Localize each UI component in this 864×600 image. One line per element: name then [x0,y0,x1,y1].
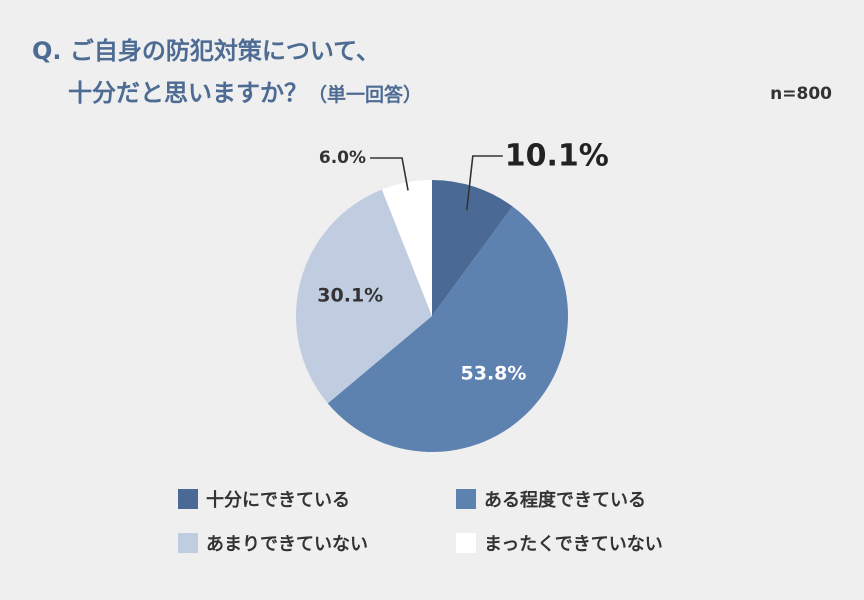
title-question: 十分だと思いますか？ [68,79,308,107]
legend-label-sufficient: 十分にできている [206,490,350,511]
legend-swatch-not-much [178,533,198,553]
legend-item-not-much: あまりできていない [178,530,456,556]
title-line-2: 十分だと思いますか？（単一回答） [32,72,422,116]
sample-size-label: n=800 [770,84,832,104]
legend-item-not-at-all: まったくできていない [456,530,734,556]
legend-swatch-somewhat [456,489,476,509]
data-label-somewhat: 53.8% [461,363,527,385]
chart-title: Q. ご自身の防犯対策について、 十分だと思いますか？（単一回答） [32,30,422,116]
legend: 十分にできている ある程度できている あまりできていない まったくできていない [178,486,738,556]
legend-item-sufficient: 十分にできている [178,486,456,512]
legend-label-not-much: あまりできていない [206,534,368,555]
legend-swatch-sufficient [178,489,198,509]
title-note: （単一回答） [308,84,423,106]
legend-label-not-at-all: まったくできていない [484,534,663,555]
legend-label-somewhat: ある程度できている [484,490,646,511]
pie-slice-somewhat [327,206,568,452]
title-line-1: Q. ご自身の防犯対策について、 [32,37,380,65]
pie-slice-not-at-all [381,180,432,316]
leader-line-not-at-all [370,157,409,191]
pie-slice-sufficient [432,180,513,316]
leader-line-sufficient [465,155,503,211]
data-label-not-at-all: 6.0% [319,148,366,168]
pie-slice-not-much [296,189,432,404]
data-label-not-much: 30.1% [317,284,383,306]
legend-swatch-not-at-all [456,533,476,553]
legend-item-somewhat: ある程度できている [456,486,734,512]
data-label-sufficient: 10.1% [505,139,609,174]
